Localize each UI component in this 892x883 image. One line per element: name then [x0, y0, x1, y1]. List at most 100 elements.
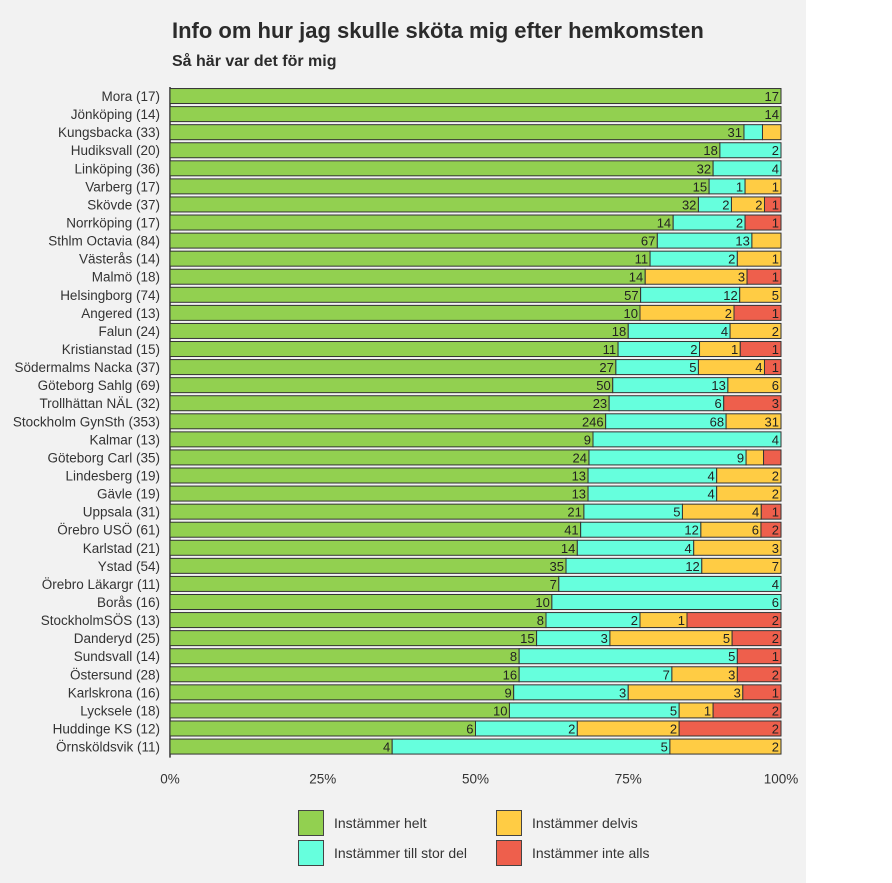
data-label: 3 [772, 541, 779, 556]
data-label: 9 [737, 450, 744, 465]
data-label: 2 [690, 342, 697, 357]
data-label: 13 [572, 487, 586, 502]
data-label: 9 [504, 685, 511, 700]
data-label: 7 [772, 559, 779, 574]
category-label: Norrköping (17) [66, 216, 160, 231]
data-label: 4 [707, 469, 714, 484]
bar-segment [169, 268, 646, 285]
bar-segment [169, 88, 782, 105]
data-label: 1 [772, 306, 779, 321]
bar-segment [583, 503, 683, 520]
legend-label: Instämmer delvis [532, 815, 638, 831]
category-label: Linköping (36) [74, 161, 160, 176]
legend-swatch [298, 810, 324, 836]
data-label: 1 [772, 252, 779, 267]
category-label: Kalmar (13) [89, 432, 160, 447]
bar-segment [169, 557, 567, 574]
data-label: 2 [772, 324, 779, 339]
legend-label: Instämmer till stor del [334, 845, 468, 861]
data-label: 15 [693, 179, 707, 194]
data-label: 6 [714, 396, 721, 411]
data-label: 31 [728, 125, 742, 140]
bar-segment [609, 630, 733, 647]
category-label: Västerås (14) [79, 252, 160, 267]
data-label: 4 [772, 432, 779, 447]
bar-segment [169, 413, 607, 430]
bar-segment [639, 304, 735, 321]
bar-segment [169, 702, 510, 719]
legend-item: Instämmer inte alls [496, 840, 649, 866]
bar-segment [169, 160, 714, 177]
category-label: Uppsala (31) [83, 505, 160, 520]
data-label: 11 [603, 342, 617, 357]
data-label: 41 [564, 523, 578, 538]
bar-segment [763, 196, 782, 213]
bar-segment [169, 720, 476, 737]
bar-segment [169, 738, 393, 755]
bar-segment [169, 341, 619, 358]
data-label: 12 [685, 559, 699, 574]
data-label: 3 [772, 396, 779, 411]
data-label: 12 [723, 288, 737, 303]
data-label: 50 [596, 378, 610, 393]
bar-segment [727, 377, 782, 394]
x-tick-label: 0% [160, 772, 180, 787]
bar-segment [558, 575, 782, 592]
data-label: 31 [765, 414, 779, 429]
data-label: 1 [772, 505, 779, 520]
data-label: 4 [772, 161, 779, 176]
data-label: 6 [772, 378, 779, 393]
data-label: 2 [772, 667, 779, 682]
data-label: 6 [772, 595, 779, 610]
data-label: 2 [772, 143, 779, 158]
data-label: 12 [684, 523, 698, 538]
legend-item: Instämmer delvis [496, 810, 638, 836]
bar-segment [649, 250, 738, 267]
bar-segment [763, 359, 782, 376]
bar-segment [686, 612, 782, 629]
bar-segment [576, 720, 680, 737]
bar-segment [745, 449, 765, 466]
data-label: 3 [728, 667, 735, 682]
data-label: 5 [670, 703, 677, 718]
category-label: Ystad (54) [98, 559, 160, 574]
data-label: 10 [493, 703, 507, 718]
bar-segment [627, 322, 731, 339]
bar-segment [751, 232, 782, 249]
bar-segment [719, 142, 782, 159]
data-label: 1 [772, 270, 779, 285]
data-label: 14 [765, 107, 779, 122]
category-label: Örebro USÖ (61) [57, 523, 160, 538]
bar-segment [608, 395, 725, 412]
data-label: 4 [721, 324, 728, 339]
bar-segment [739, 341, 782, 358]
data-label: 14 [561, 541, 575, 556]
data-label: 27 [599, 360, 613, 375]
bar-segment [169, 178, 710, 195]
data-label: 2 [772, 487, 779, 502]
bar-segment [627, 684, 744, 701]
data-label: 4 [755, 360, 762, 375]
bar-segment [169, 666, 520, 683]
bar-segment [169, 684, 515, 701]
bar-segment [169, 232, 658, 249]
bar-segment [169, 485, 589, 502]
category-label: Angered (13) [81, 306, 160, 321]
data-label: 13 [735, 234, 749, 249]
x-tick-label: 50% [462, 772, 489, 787]
category-label: Falun (24) [98, 324, 160, 339]
bar-segment [518, 666, 673, 683]
data-label: 8 [537, 613, 544, 628]
data-label: 18 [612, 324, 626, 339]
data-label: 1 [772, 685, 779, 700]
data-label: 3 [601, 631, 608, 646]
data-label: 2 [736, 216, 743, 231]
bar-segment [716, 467, 782, 484]
bar-segment [169, 612, 547, 629]
legend-label: Instämmer helt [334, 815, 427, 831]
bar-segment [739, 286, 782, 303]
data-label: 4 [772, 577, 779, 592]
bar-segment [615, 359, 699, 376]
category-label: Helsingborg (74) [60, 288, 160, 303]
data-label: 68 [710, 414, 724, 429]
